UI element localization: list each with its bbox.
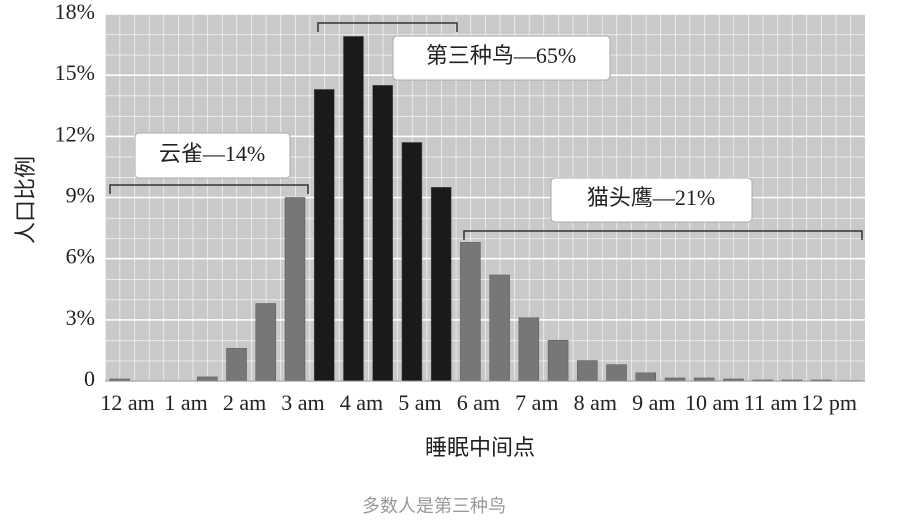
bar [284,197,306,382]
x-tick-label: 12 pm [801,390,857,415]
annotation-box [134,132,291,179]
bar [255,303,277,382]
bar [489,274,510,382]
bracket [109,184,309,194]
x-tick-label: 5 am [398,390,441,415]
y-tick-label: 9% [66,183,95,208]
x-tick-label: 10 am [685,390,739,415]
bar [577,360,598,382]
x-tick-label: 2 am [223,390,266,415]
x-tick-label: 4 am [340,390,383,415]
annotation-box [550,177,753,223]
annotation-box [392,35,611,81]
bar [460,242,481,382]
bracket [463,230,863,240]
bars [109,36,861,382]
bar [635,372,657,382]
bar [518,317,540,382]
caption: 多数人是第三种鸟 [362,496,506,517]
brackets [109,22,863,240]
y-axis-label: 人口比例 [13,156,38,244]
x-tick-label: 11 am [744,390,798,415]
x-tick-label: 1 am [164,390,207,415]
x-tick-label: 6 am [457,390,500,415]
x-tick-label: 8 am [574,390,617,415]
bracket [317,22,458,32]
x-tick-label: 3 am [281,390,324,415]
bar [313,89,335,382]
y-tick-label: 18% [55,0,95,24]
bar [401,142,423,382]
x-tick-label: 12 am [100,390,154,415]
bar [430,187,452,382]
y-tick-label: 12% [55,121,95,146]
bar [372,85,393,382]
y-tick-label: 6% [66,244,95,269]
x-tick-label: 9 am [632,390,675,415]
annotation: 第三种鸟—65% [426,43,576,68]
y-tick-label: 0 [84,366,95,391]
bar [197,376,218,382]
bar [547,339,569,382]
bar [226,348,247,382]
y-tick-label: 3% [66,305,95,330]
y-tick-label: 15% [55,60,95,85]
bar [606,364,627,382]
bar [343,36,364,382]
x-tick-label: 7 am [515,390,558,415]
annotation: 猫头鹰—21% [587,185,715,210]
annotation: 云雀—14% [159,141,265,166]
x-axis-label: 睡眠中间点 [425,435,535,460]
